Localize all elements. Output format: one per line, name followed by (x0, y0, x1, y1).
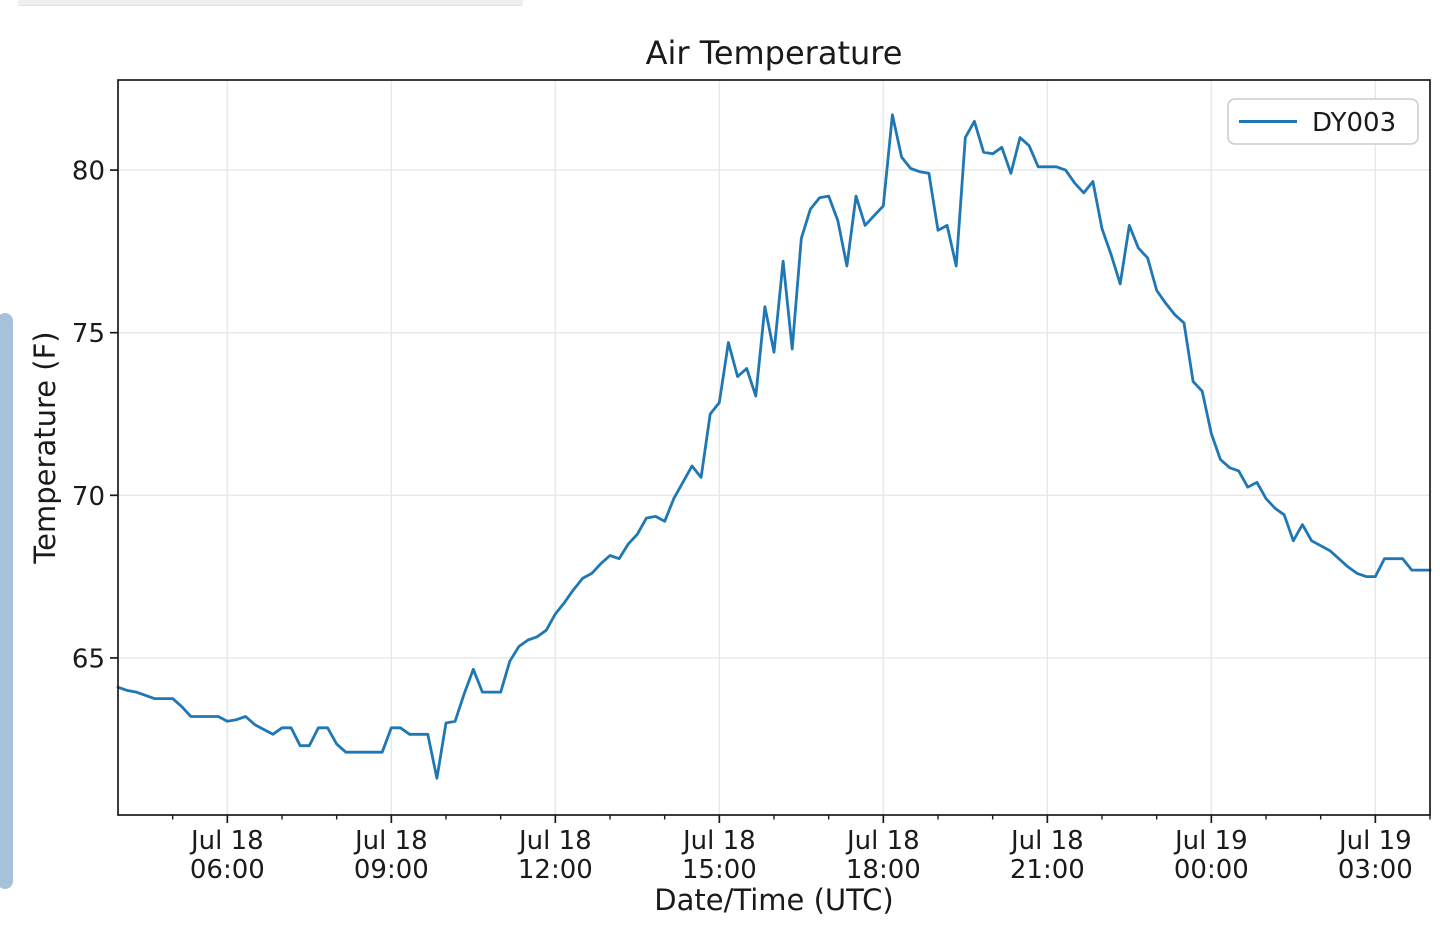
legend-box (1227, 98, 1419, 145)
scrollbar-thumb[interactable] (0, 313, 13, 889)
x-tick-label: 18:00 (846, 855, 921, 885)
toolbar-edge (18, 0, 523, 6)
plot-border (117, 79, 1431, 816)
x-tick-label: Jul 18 (845, 826, 920, 856)
x-tick-label: Jul 19 (1337, 826, 1412, 856)
y-tick-label: 75 (72, 319, 105, 349)
temperature-line-layer (116, 113, 1432, 780)
chart-title: Air Temperature (646, 34, 903, 72)
y-tick-label: 70 (72, 482, 105, 512)
y-tick-label: 80 (72, 157, 105, 187)
legend: DY003 (1227, 98, 1419, 145)
x-tick-label: Jul 18 (681, 826, 756, 856)
x-tick-label: Jul 18 (517, 826, 592, 856)
x-tick-label: Jul 18 (189, 826, 264, 856)
x-tick-label: Jul 18 (1009, 826, 1084, 856)
x-tick-label: 03:00 (1338, 855, 1413, 885)
x-tick-label: Jul 19 (1173, 826, 1248, 856)
x-tick-label: 09:00 (354, 855, 429, 885)
y-tick-label: 65 (72, 644, 105, 674)
legend-label: DY003 (1312, 108, 1396, 138)
x-tick-label: 15:00 (682, 855, 757, 885)
x-tick-label: 00:00 (1174, 855, 1249, 885)
x-tick-label: Jul 18 (353, 826, 428, 856)
y-axis-label: Temperature (F) (28, 331, 62, 564)
x-tick-label: 21:00 (1010, 855, 1085, 885)
x-tick-label: 12:00 (518, 855, 593, 885)
grid-layer (118, 80, 1430, 815)
x-tick-label: 06:00 (190, 855, 265, 885)
temperature-line (116, 113, 1432, 780)
x-axis-label: Date/Time (UTC) (654, 883, 893, 917)
